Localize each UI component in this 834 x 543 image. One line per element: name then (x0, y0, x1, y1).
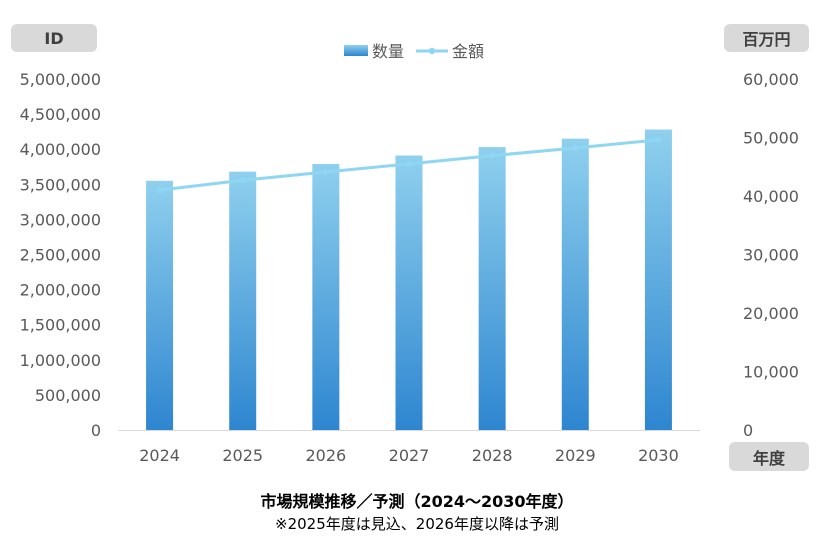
legend-label-line: 金額 (452, 42, 484, 61)
y-left-tick-label: 2,500,000 (20, 246, 101, 265)
line-point-2024 (156, 186, 163, 194)
y-left-tick-label: 4,000,000 (20, 140, 101, 159)
right-axis-unit-badge: 百万円 (724, 24, 809, 52)
line-point-2029 (572, 144, 579, 152)
bar-2025 (229, 171, 257, 430)
bar-2027 (395, 155, 423, 430)
y-left-tick-label: 500,000 (35, 386, 101, 405)
y-right-tick-label: 50,000 (743, 129, 799, 148)
y-left-tick-label: 3,000,000 (20, 210, 101, 229)
x-tick-label: 2030 (638, 446, 679, 465)
bar-2030 (644, 129, 672, 430)
x-tick-label: 2025 (222, 446, 263, 465)
x-tick-label: 2029 (555, 446, 596, 465)
combo-chart: 2024 2025 2026 2027 2028 2029 2030 0 500,000 1,00… (20, 42, 799, 465)
x-tick-label: 2024 (139, 446, 180, 465)
x-axis-unit-badge: 年度 (729, 442, 809, 471)
line-point-2027 (405, 160, 413, 168)
x-axis-unit-label: 年度 (752, 448, 785, 468)
legend: 数量 金額 (344, 42, 484, 61)
right-axis-unit-label: 百万円 (742, 30, 791, 49)
y-left-tick-label: 0 (91, 421, 101, 440)
line-point-2028 (488, 152, 496, 159)
chart-caption-note: ※2025年度は見込、2026年度以降は予測 (275, 515, 559, 533)
legend-label-bar: 数量 (372, 42, 404, 61)
y-right-tick-label: 30,000 (743, 246, 799, 265)
y-left-tick-label: 1,500,000 (20, 316, 101, 335)
x-tick-label: 2028 (472, 446, 513, 465)
bar-2028 (478, 147, 506, 430)
y-right-tick-label: 0 (743, 421, 753, 440)
bar-2026 (312, 163, 340, 430)
left-axis-unit-label: ID (44, 28, 64, 48)
y-left-tick-label: 3,500,000 (20, 175, 101, 194)
y-right-tick-label: 60,000 (743, 70, 799, 89)
x-tick-label: 2026 (305, 446, 346, 465)
bar-2024 (146, 180, 174, 430)
line-point-2026 (322, 168, 330, 176)
y-right-tick-label: 40,000 (743, 187, 799, 206)
y-left-tick-label: 1,000,000 (20, 351, 101, 370)
line-point-2025 (239, 177, 246, 184)
x-tick-label: 2027 (389, 446, 430, 465)
chart-caption-title: 市場規模推移／予測（2024～2030年度） (260, 492, 574, 511)
y-right-tick-label: 20,000 (743, 304, 799, 323)
line-point-2030 (655, 136, 662, 144)
legend-swatch-bar (344, 45, 368, 56)
legend-swatch-line-marker (428, 47, 436, 55)
y-left-tick-label: 4,500,000 (20, 105, 101, 124)
y-right-tick-label: 10,000 (743, 363, 799, 382)
bar-2029 (561, 138, 589, 431)
y-left-tick-label: 2,000,000 (20, 281, 101, 300)
left-axis-unit-badge: ID (11, 24, 97, 52)
y-left-tick-label: 5,000,000 (20, 70, 101, 89)
